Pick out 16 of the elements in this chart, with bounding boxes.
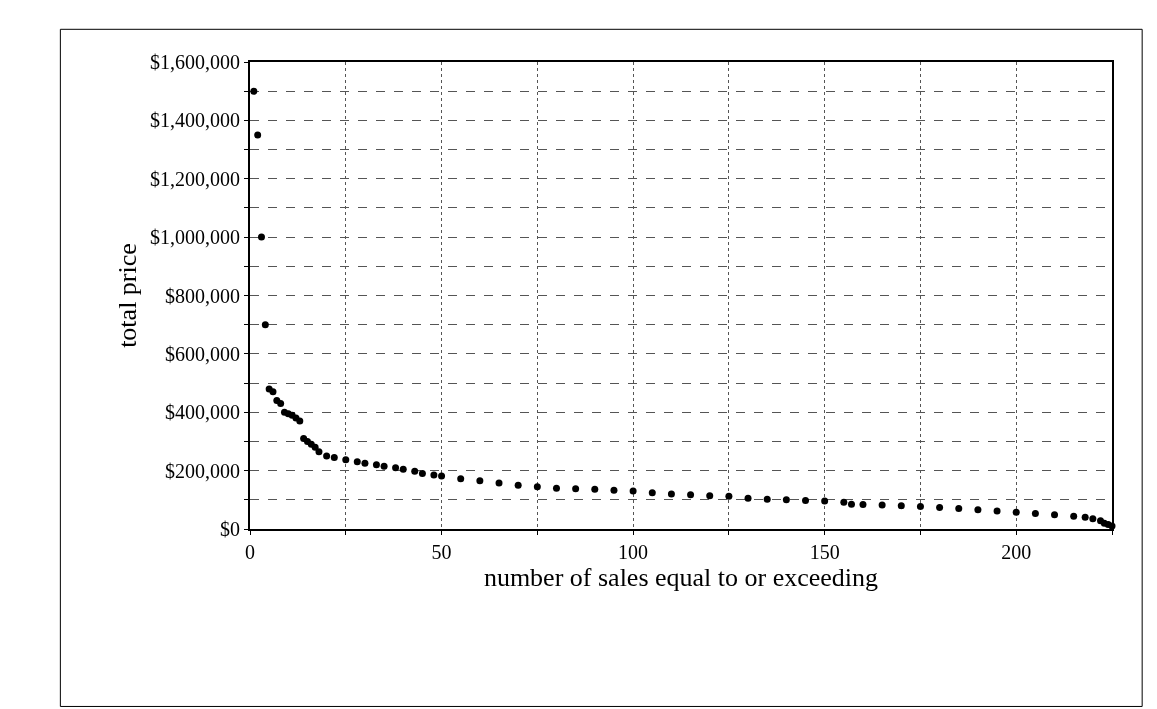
x-tick-label: 0 — [245, 541, 255, 563]
y-tick-label: $1,200,000 — [150, 167, 240, 190]
x-axis-title: number of sales equal to or exceeding — [483, 563, 879, 592]
y-tick-label: $1,600,000 — [150, 51, 240, 73]
y-tick-label: $1,000,000 — [150, 226, 240, 249]
y-tick-label: $400,000 — [165, 401, 240, 424]
x-tick-label: 200 — [1001, 541, 1032, 563]
y-tick-label: $0 — [220, 518, 240, 540]
y-tick-label: $200,000 — [165, 459, 240, 482]
x-tick-label: 50 — [431, 541, 452, 563]
y-tick-label: $800,000 — [165, 284, 240, 307]
y-axis-title: total price — [112, 243, 142, 348]
y-tick-label: $1,400,000 — [150, 109, 240, 132]
x-tick-label: 100 — [618, 541, 649, 563]
y-tick-label: $600,000 — [165, 342, 240, 365]
x-tick-label: 150 — [809, 541, 840, 563]
